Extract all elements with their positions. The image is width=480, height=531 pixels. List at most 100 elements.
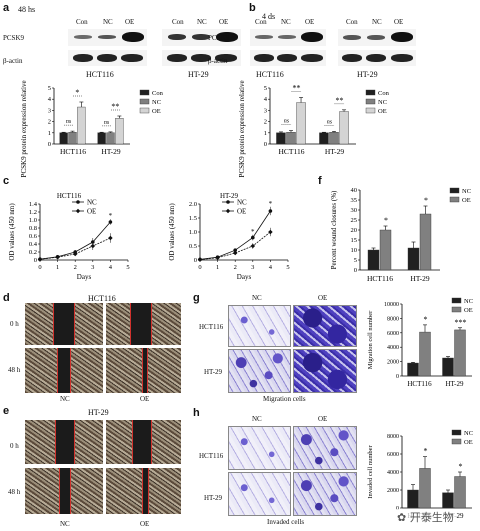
blot-row-label: PCSK9 [208,34,230,42]
y-tick-label: 1.0 [189,229,197,236]
scratch-image [106,303,181,345]
bar [407,489,419,509]
panel-label-e: e [3,405,10,417]
y-tick-label: 15 [351,237,358,244]
bar [286,132,296,145]
data-point [232,250,238,256]
legend-label: NC [378,99,387,106]
x-tick-label: 3 [251,264,254,271]
sig-label: * [251,228,255,236]
y-tick-label: 3 [48,107,51,114]
panel-label-c: c [3,175,10,187]
data-point [90,243,96,249]
x-tick-label: 5 [286,264,289,271]
y-tick-label: 8000 [387,434,399,440]
series-line [39,237,111,260]
bar [276,132,286,145]
y-tick-label: 0.6 [29,233,38,240]
legend-swatch [449,187,460,194]
blot-b-time: 4 ds [262,12,276,21]
legend-swatch [139,98,150,105]
blot-image [162,29,241,46]
y-tick-label: 20 [351,227,358,234]
sig-label: ns [284,119,290,125]
legend-swatch [451,429,462,436]
category-label: HCT116 [407,380,432,388]
y-tick-label: 2 [264,119,267,126]
panel-label-d: d [3,292,10,304]
bar [97,132,106,145]
chart-title: HT-29 [220,192,239,200]
lane-label: Con [255,18,267,26]
bar [419,213,432,271]
legend-swatch [365,107,376,114]
y-tick-label: 5 [264,85,267,92]
x-tick-label: 2 [74,264,77,271]
scratch-row-label: 48 h [8,488,21,496]
wechat-icon: ✿ [397,511,407,524]
y-tick-label: 0.5 [189,243,197,250]
y-tick-label: 0 [396,374,399,380]
blot-row-label: β-actin [3,57,23,65]
transwell-image [293,472,357,516]
blot-cell-label: HT-29 [357,70,378,79]
legend-swatch [451,438,462,445]
lane-label: OE [125,18,135,26]
y-tick-label: 1.2 [29,209,37,216]
y-tick-label: 2000 [387,488,399,494]
y-tick-label: 2000 [387,360,399,366]
x-axis-label: Days [237,273,252,281]
scratch-e-title: HT-29 [88,408,109,417]
lane-label: NC [197,18,207,26]
lane-label: NC [103,18,113,26]
scratch-image [25,420,103,464]
legend-label: NC [464,298,473,305]
scratch-row-label: 0 h [10,320,19,328]
y-tick-label: 10000 [384,302,399,308]
legend-marker [226,200,230,204]
y-tick-label: 1.5 [189,215,197,222]
sig-label: * [424,315,428,324]
panel-label-f: f [318,175,322,187]
x-tick-label: 4 [269,264,273,271]
data-point [233,248,237,252]
y-tick-label: 0 [264,141,267,148]
y-tick-label: 0 [34,257,37,264]
scratch-col-label: OE [140,520,150,528]
bar [329,132,339,145]
legend-marker [75,208,81,214]
watermark: ✿ 开泰生物 [395,509,456,525]
bar [442,492,454,509]
y-tick-label: 30 [351,207,358,214]
category-label: HCT116 [279,147,305,156]
lane-label: NC [281,18,291,26]
bar [77,106,86,145]
y-tick-label: 1 [264,130,267,137]
blot-image [338,50,416,66]
y-tick-label: 35 [351,197,358,204]
sig-label: ns [66,119,72,125]
y-tick-label: 0 [194,257,197,264]
legend-label: OE [464,307,473,314]
scratch-row-label: 48 h [8,366,21,374]
lane-label: OE [305,18,315,26]
bar [454,476,466,509]
bar [379,229,392,271]
transwell-row-label: HCT116 [199,452,224,460]
x-tick-label: 1 [56,264,59,271]
bar [442,357,454,377]
category-label: HT-29 [445,380,464,388]
y-tick-label: 40 [351,187,358,194]
scratch-image [25,468,103,514]
y-tick-label: 2 [48,119,51,126]
bar [339,111,349,145]
legend-swatch [139,89,150,96]
transwell-image [293,349,357,393]
legend-marker [76,200,80,204]
panel-label-h: h [193,407,200,419]
data-point [197,257,203,262]
category-label: HT-29 [410,274,430,283]
transwell-image [228,349,291,393]
transwell-image [228,305,291,347]
y-tick-label: 5 [354,257,357,264]
